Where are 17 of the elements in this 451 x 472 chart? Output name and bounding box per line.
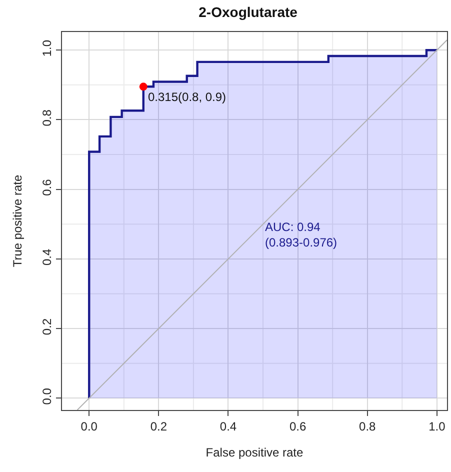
x-tick-label: 0.6 <box>289 419 306 434</box>
x-tick-label: 0.0 <box>80 419 98 434</box>
x-tick-label: 0.2 <box>150 419 168 434</box>
annotation: AUC: 0.94 (0.893-0.976) <box>265 220 338 250</box>
x-tick-label: 0.4 <box>220 419 237 434</box>
chart-title: 2-Oxoglutarate <box>198 4 298 20</box>
y-tick-label: 0.2 <box>40 318 54 336</box>
y-tick-label: 0.8 <box>40 109 54 126</box>
y-tick-label: 0.4 <box>40 248 54 266</box>
y-tick-label: 0.6 <box>40 178 54 196</box>
y-axis-title: True positive rate <box>10 174 24 268</box>
x-tick-label: 1.0 <box>428 419 446 434</box>
x-axis-title: False positive rate <box>206 445 304 460</box>
x-tick-label: 0.8 <box>359 419 376 434</box>
annotation: 0.315(0.8, 0.9) <box>148 90 226 104</box>
y-tick-label: 0.0 <box>40 388 54 405</box>
y-tick-label: 1.0 <box>40 40 54 57</box>
